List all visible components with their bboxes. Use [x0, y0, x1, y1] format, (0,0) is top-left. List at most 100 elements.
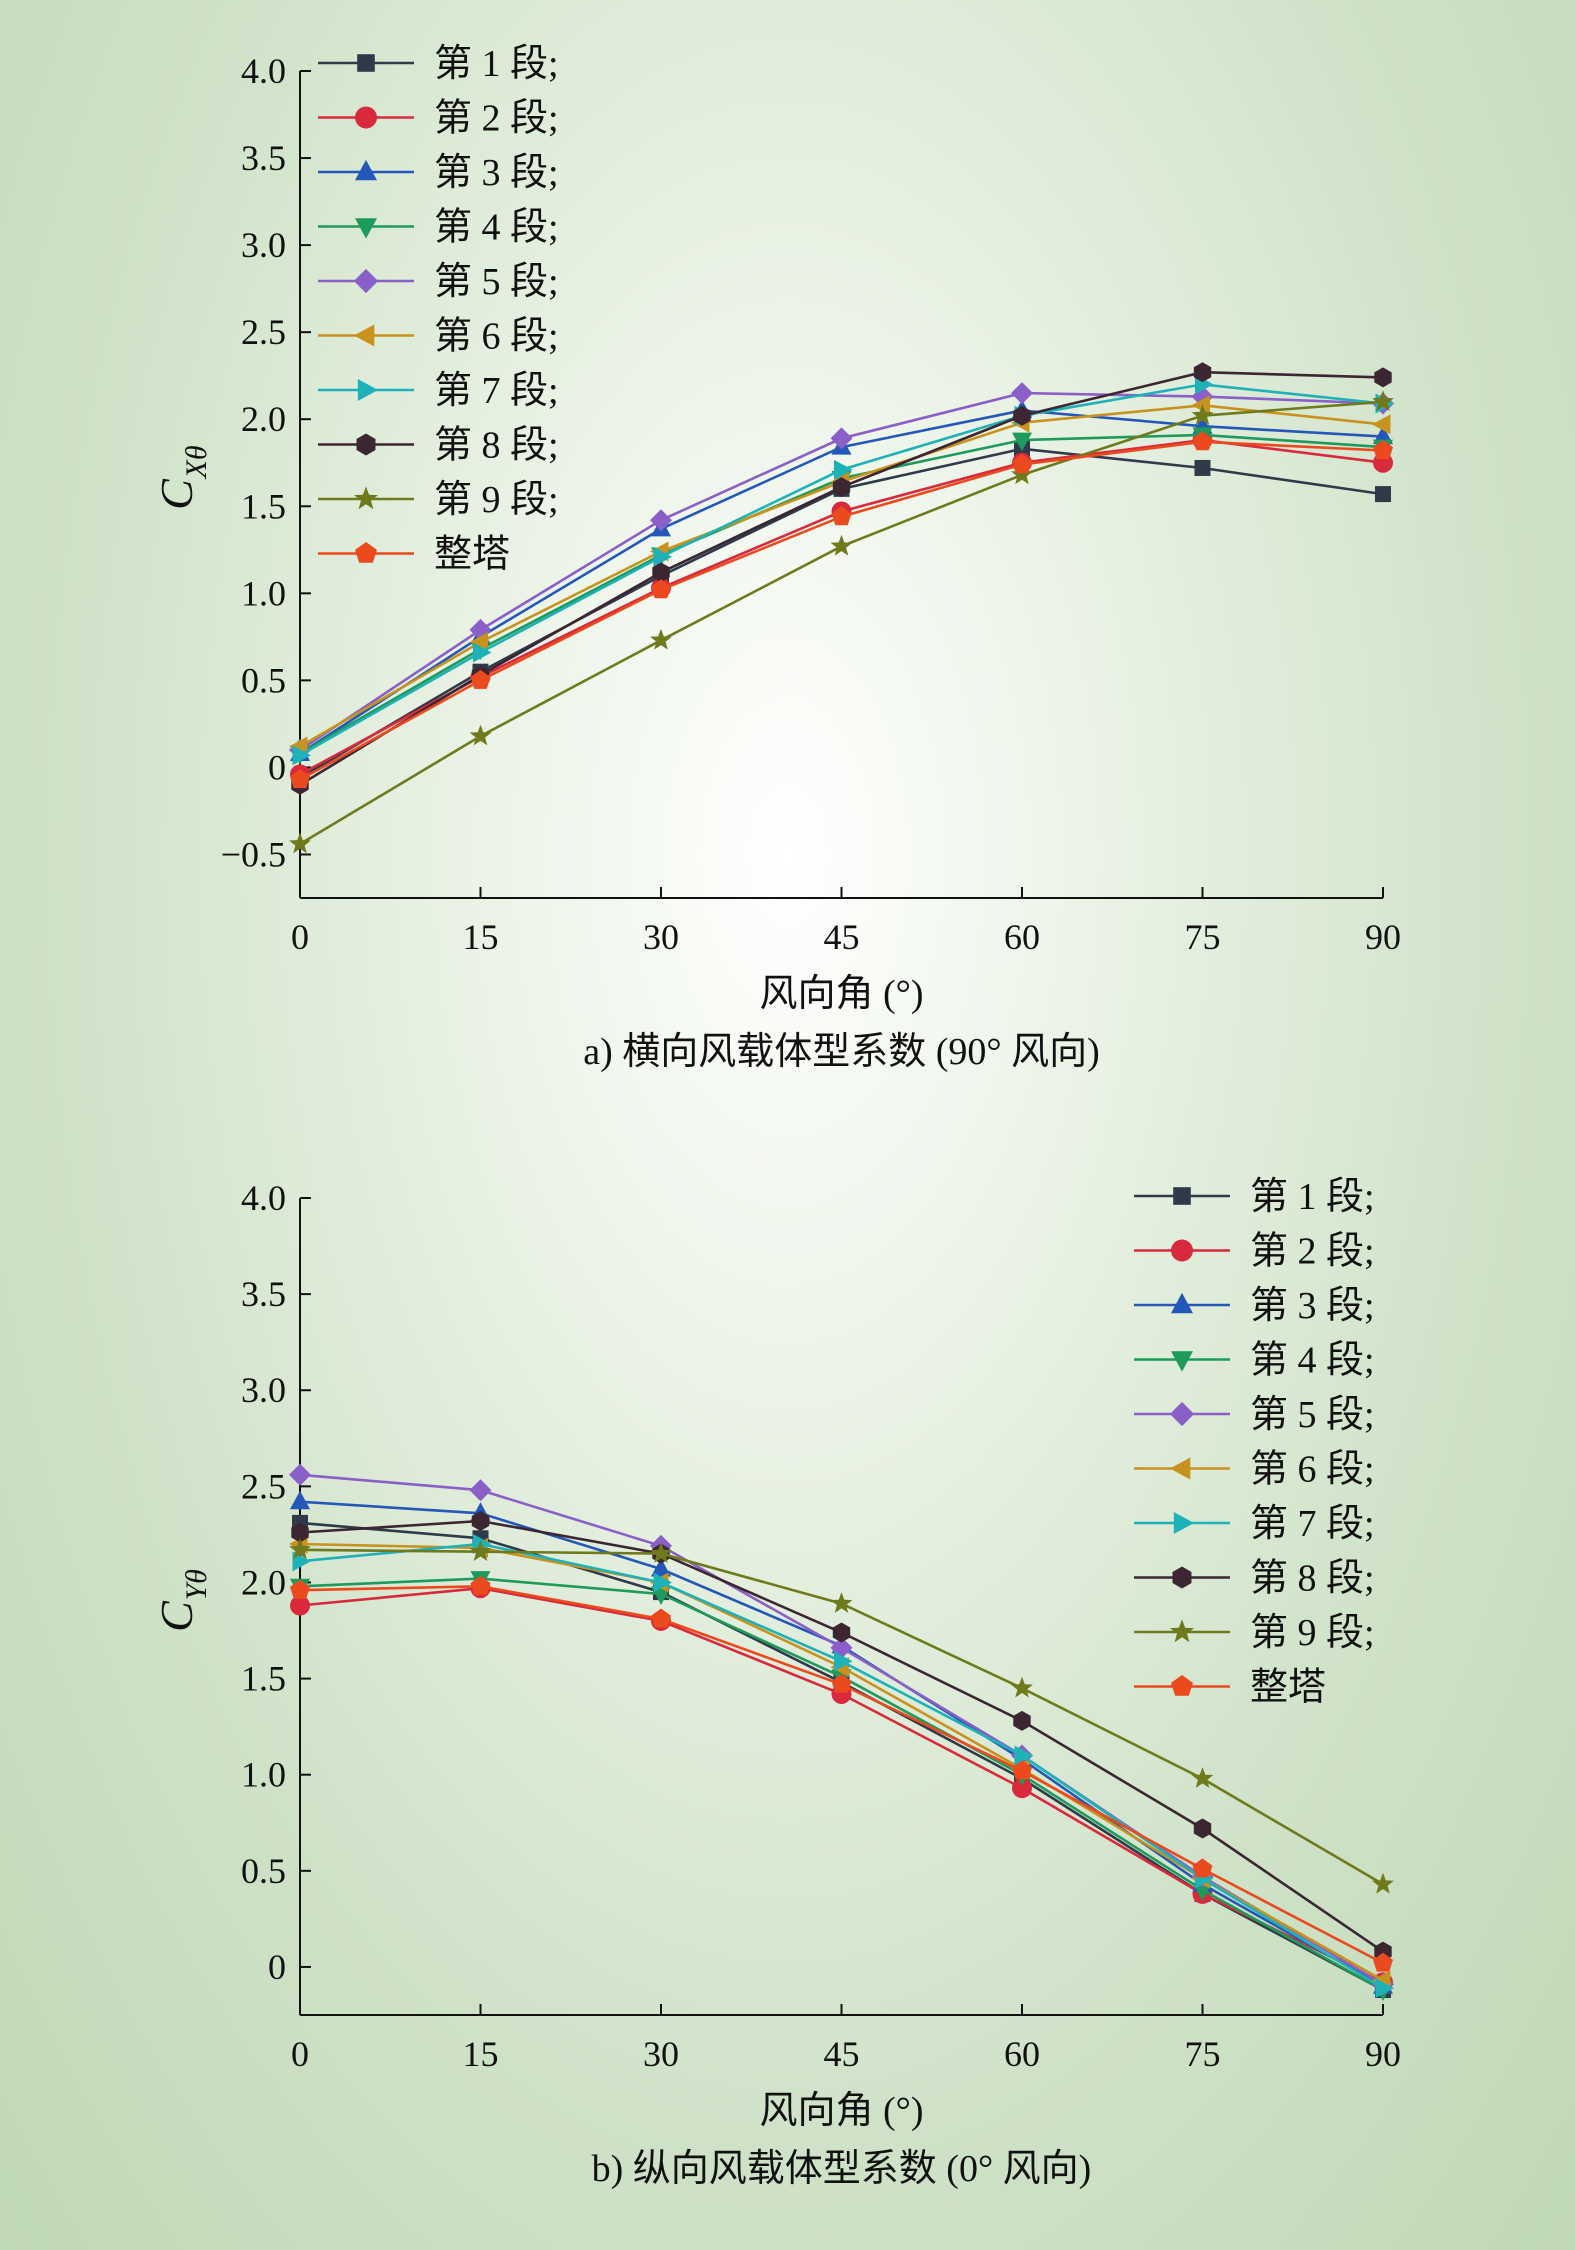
data-point: [290, 1595, 310, 1616]
legend-marker: [353, 268, 379, 294]
x-tick-label: 15: [463, 2034, 499, 2074]
x-tick-label: 0: [291, 2034, 309, 2074]
y-tick-label: 3.0: [241, 225, 286, 265]
x-axis-label: 风向角 (°): [759, 2090, 923, 2132]
data-point: [469, 1540, 492, 1561]
legend-entry: 第 7 段;: [318, 370, 559, 412]
data-point: [830, 534, 853, 556]
data-point: [289, 1538, 311, 1560]
legend-label: 第 5 段;: [434, 261, 559, 303]
legend-entry: 第 3 段;: [1134, 1285, 1375, 1327]
data-point: [1372, 390, 1394, 412]
y-tick-label: 4.0: [241, 51, 286, 91]
legend-label: 第 3 段;: [434, 152, 559, 194]
data-point: [289, 832, 311, 854]
data-point: [473, 642, 492, 663]
data-point: [1375, 1978, 1394, 1999]
legend-marker: [1172, 1566, 1192, 1589]
series-5: [289, 1463, 1394, 1996]
data-point: [1012, 1760, 1032, 1780]
data-point: [1374, 367, 1392, 388]
data-point: [1013, 1710, 1031, 1731]
x-tick-label: 45: [824, 2034, 860, 2074]
legend-marker: [1171, 1239, 1193, 1262]
data-point: [1013, 405, 1031, 426]
data-point: [289, 1463, 311, 1486]
legend-label: 第 1 段;: [434, 43, 559, 85]
y-tick-label: 3.0: [241, 1370, 286, 1410]
legend-label: 第 8 段;: [434, 425, 559, 467]
legend-label: 第 9 段;: [434, 479, 559, 521]
x-tick-label: 60: [1004, 2034, 1040, 2074]
y-tick-label: 0: [268, 1947, 286, 1987]
y-axis-label-subscript: Yθ: [180, 1569, 213, 1601]
legend-label: 第 2 段;: [434, 98, 559, 140]
legend-label: 第 4 段;: [434, 207, 559, 249]
legend-entry: 第 2 段;: [1134, 1231, 1375, 1273]
legend-marker: [353, 324, 375, 347]
legend-entry: 第 1 段;: [1134, 1176, 1375, 1218]
legend-marker: [355, 159, 377, 181]
legend-label: 第 6 段;: [1250, 1449, 1375, 1491]
data-point: [831, 1673, 852, 1693]
x-tick-label: 30: [643, 2034, 679, 2074]
y-tick-label: 0.5: [241, 660, 286, 700]
data-point: [651, 1608, 671, 1628]
legend-label: 第 6 段;: [434, 316, 559, 358]
data-point: [1375, 486, 1391, 503]
data-point: [653, 546, 672, 567]
legend-marker: [355, 542, 377, 563]
y-axis-label: C: [151, 478, 202, 510]
data-point: [1191, 1767, 1214, 1788]
legend-marker: [1171, 1675, 1193, 1696]
series-10: [290, 431, 1393, 789]
x-tick-label: 90: [1365, 917, 1401, 957]
chart-a: −0.5 0 0.5 1.0 1.5 2.0 2.5 3.0 3.5 4.0 0 15 30 45 60 75…: [151, 43, 1401, 1073]
legend-marker: [354, 486, 378, 510]
legend-label: 第 4 段;: [1250, 1340, 1375, 1382]
x-tick-label: 90: [1365, 2034, 1401, 2074]
data-point: [650, 1542, 672, 1563]
y-tick-label: 2.0: [241, 399, 286, 439]
y-tick-label: 4.0: [241, 1178, 286, 1218]
legend-entry: 第 7 段;: [1134, 1503, 1375, 1545]
series-line: [299, 1500, 1384, 1988]
x-axis-label: 风向角 (°): [759, 973, 923, 1015]
data-point: [1193, 362, 1212, 383]
data-point: [469, 1479, 492, 1502]
data-point: [1191, 404, 1214, 425]
y-tick-label: −0.5: [221, 834, 286, 874]
legend-label: 第 2 段;: [1250, 1231, 1375, 1273]
series-10: [290, 1575, 1393, 1972]
data-point: [1012, 1778, 1032, 1799]
y-axis-label: C: [151, 1600, 202, 1632]
x-tick-label: 60: [1004, 917, 1040, 957]
y-tick-label: 1.0: [241, 573, 286, 613]
x-tick-label: 45: [824, 917, 860, 957]
y-tick-label: 1.5: [241, 1659, 286, 1699]
legend-marker: [1169, 1457, 1191, 1480]
y-tick-label: 0: [268, 747, 286, 787]
legend-label: 第 7 段;: [1250, 1503, 1375, 1545]
series-line: [299, 1542, 1384, 1982]
legend-entry: 第 8 段;: [1134, 1558, 1375, 1600]
x-tick-label: 15: [463, 917, 499, 957]
data-point: [1372, 414, 1391, 435]
data-point: [290, 769, 310, 789]
plot-area: [289, 1463, 1394, 2001]
legend-label: 整塔: [1250, 1667, 1326, 1709]
data-point: [831, 506, 852, 526]
legend-marker: [357, 379, 379, 401]
legend-entry: 第 5 段;: [318, 261, 559, 303]
data-point: [652, 562, 670, 583]
data-point: [1194, 459, 1211, 476]
data-point: [834, 459, 853, 480]
y-tick-label: 2.5: [241, 1466, 286, 1506]
data-point: [1373, 440, 1393, 459]
legend-label: 整塔: [434, 534, 510, 576]
legend-marker: [1171, 1351, 1193, 1372]
data-point: [1011, 1676, 1033, 1698]
data-point: [834, 1651, 853, 1672]
legend-entry: 第 9 段;: [318, 479, 559, 521]
data-point: [1191, 395, 1210, 416]
